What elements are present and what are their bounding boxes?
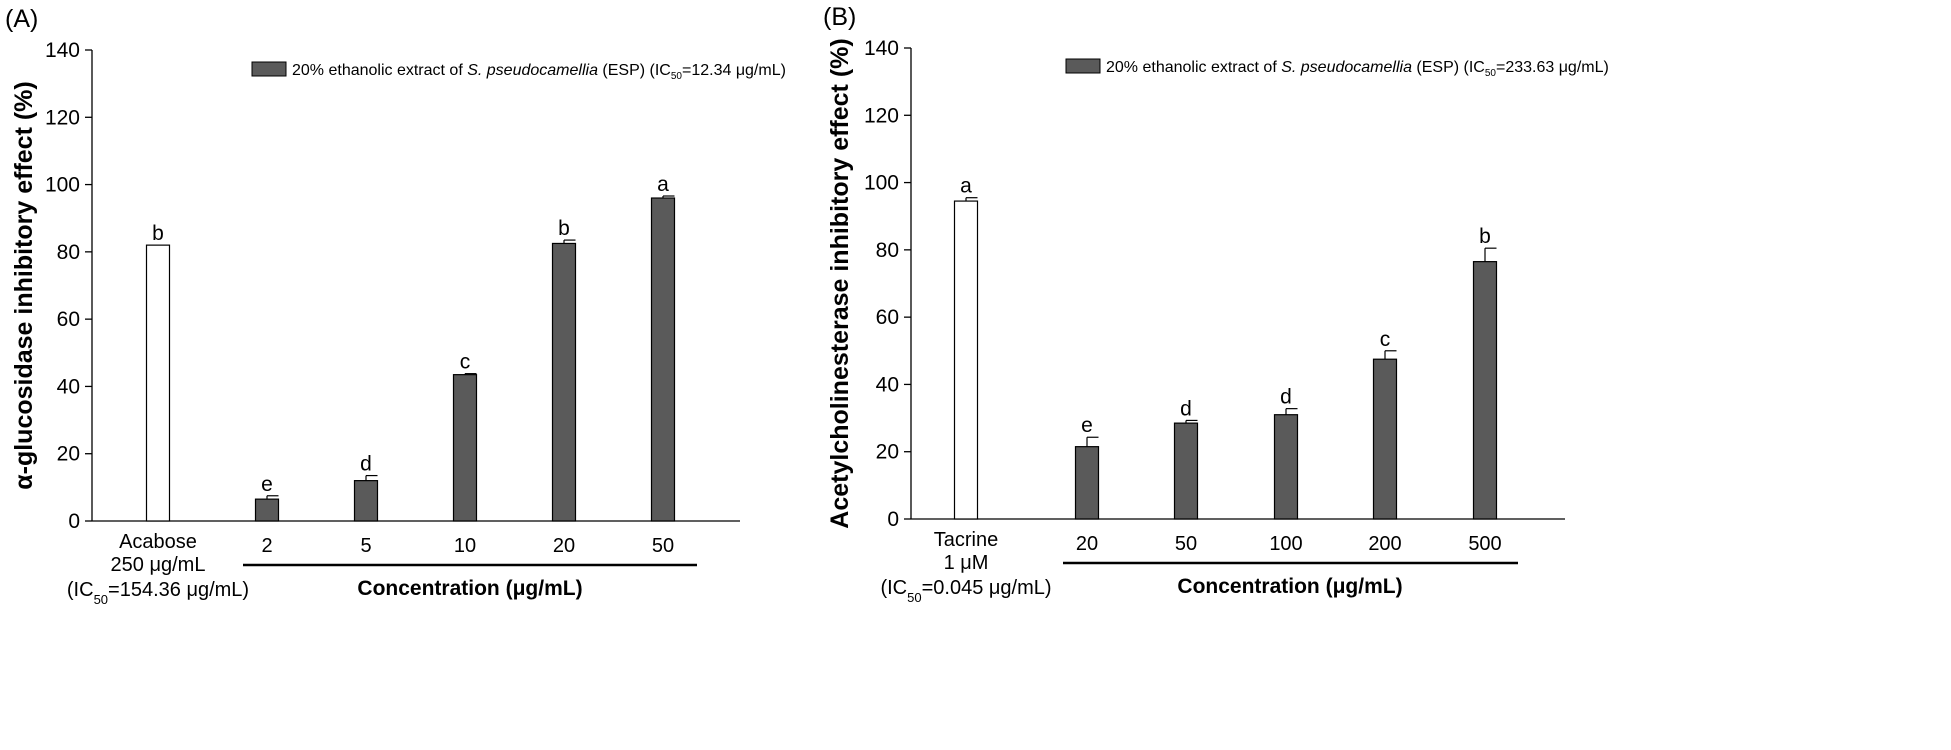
x-tick-label: 100 (1269, 533, 1302, 555)
legend-swatch (1065, 58, 1101, 74)
extract-bar (353, 480, 379, 522)
extract-bar (1372, 358, 1398, 520)
legend-swatch (251, 61, 287, 77)
y-tick-label: 120 (45, 106, 80, 129)
control-bar (145, 244, 171, 522)
y-tick-label: 140 (45, 39, 80, 62)
y-tick-label: 60 (876, 306, 899, 329)
extract-significance-letter: b (558, 217, 570, 240)
control-significance-letter: b (152, 222, 164, 245)
extract-bar (452, 374, 478, 522)
x-axis-title: Concentration (μg/mL) (357, 577, 582, 600)
y-axis-title: Acetylcholinesterase inhibitory effect (… (826, 38, 854, 528)
extract-significance-letter: d (1280, 386, 1292, 409)
y-tick-label: 140 (864, 37, 899, 60)
extract-significance-letter: a (657, 173, 669, 196)
x-tick-label: 2 (261, 535, 272, 557)
extract-bar (1273, 414, 1299, 520)
extract-bar (254, 498, 280, 522)
extract-bar (1074, 446, 1100, 520)
legend-entry: 20% ethanolic extract of S. pseudocamell… (1106, 59, 1609, 79)
control-label-line: Acabose (119, 531, 197, 553)
extract-significance-letter: e (261, 473, 273, 496)
control-label-line: 1 μM (944, 552, 989, 574)
y-tick-label: 100 (864, 172, 899, 195)
y-tick-label: 20 (57, 443, 80, 466)
extract-significance-letter: d (1180, 397, 1192, 420)
control-label-line: Tacrine (934, 529, 998, 551)
extract-bar (1173, 422, 1199, 520)
extract-significance-letter: c (460, 351, 471, 374)
extract-bar (1472, 261, 1498, 520)
control-label-line: (IC50=0.045 μg/mL) (880, 577, 1051, 605)
chart-panel-b: (B) 0 20 40 60 80 100 120 140 Acetylcholinesteras… (823, 3, 1609, 605)
y-tick-label: 60 (57, 308, 80, 331)
y-tick-label: 100 (45, 174, 80, 197)
y-tick-label: 80 (876, 239, 899, 262)
extract-significance-letter: e (1081, 414, 1093, 437)
x-tick-label: 5 (360, 535, 371, 557)
chart-panel-a: (A) 0 20 40 60 80 100 120 140 α-glucosidase inhib… (5, 5, 786, 607)
panel-label: (A) (5, 5, 38, 33)
y-tick-label: 20 (876, 441, 899, 464)
panel-label: (B) (823, 3, 856, 31)
y-axis-title: α-glucosidase inhibitory effect (%) (10, 81, 38, 489)
control-significance-letter: a (960, 175, 972, 198)
x-tick-label: 10 (454, 535, 476, 557)
y-tick-label: 40 (57, 375, 80, 398)
y-tick-label: 40 (876, 373, 899, 396)
x-tick-label: 50 (652, 535, 674, 557)
control-label-line: 250 μg/mL (111, 554, 206, 576)
extract-significance-letter: b (1479, 225, 1491, 248)
y-tick-label: 0 (887, 508, 899, 531)
x-tick-label: 500 (1468, 533, 1501, 555)
extract-significance-letter: d (360, 453, 372, 476)
x-tick-label: 200 (1368, 533, 1401, 555)
y-tick-label: 120 (864, 104, 899, 127)
extract-bar (650, 197, 676, 522)
control-label-line: (IC50=154.36 μg/mL) (67, 579, 249, 607)
x-tick-label: 20 (553, 535, 575, 557)
x-axis-title: Concentration (μg/mL) (1177, 575, 1402, 598)
x-tick-label: 20 (1076, 533, 1098, 555)
legend-entry: 20% ethanolic extract of S. pseudocamell… (292, 62, 786, 82)
extract-significance-letter: c (1380, 328, 1391, 351)
y-tick-label: 80 (57, 241, 80, 264)
x-tick-label: 50 (1175, 533, 1197, 555)
extract-bar (551, 242, 577, 522)
y-tick-label: 0 (68, 510, 80, 533)
control-bar (953, 200, 979, 520)
